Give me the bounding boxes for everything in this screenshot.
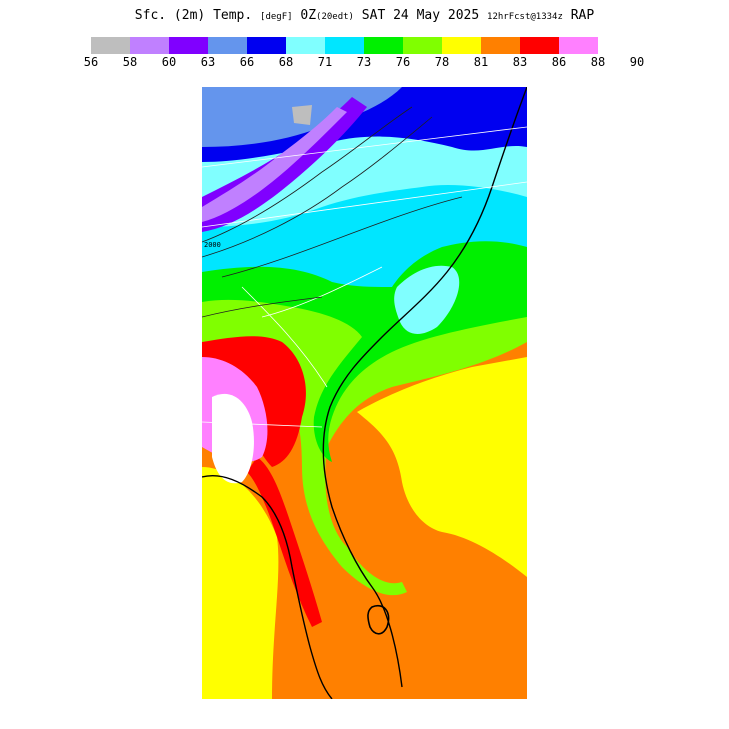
legend-swatch bbox=[208, 37, 247, 54]
field-yellow-atlantic bbox=[357, 357, 527, 577]
temperature-map: 2000 bbox=[202, 87, 527, 699]
contour-lines bbox=[202, 106, 463, 318]
legend-tick-label: 78 bbox=[434, 55, 450, 69]
coastline-gulf bbox=[202, 475, 333, 699]
lake-okeechobee bbox=[367, 605, 390, 635]
coastline bbox=[322, 87, 527, 688]
legend-tick-label: 60 bbox=[161, 55, 177, 69]
title-forecast: 12hrFcst@1334z bbox=[487, 12, 563, 22]
map-title: Sfc. (2m) Temp. [degF] 0Z(20edt) SAT 24 … bbox=[0, 8, 729, 23]
legend-tick-label: 88 bbox=[590, 55, 606, 69]
legend-tick-label: 56 bbox=[83, 55, 99, 69]
legend-tick-label: 83 bbox=[512, 55, 528, 69]
legend-swatch bbox=[481, 37, 520, 54]
legend-swatch bbox=[130, 37, 169, 54]
legend-swatch bbox=[559, 37, 598, 54]
legend-swatch bbox=[169, 37, 208, 54]
legend-labels: 56 58 60 63 66 68 71 73 76 78 81 83 86 88 90 bbox=[0, 55, 729, 69]
legend-tick-label: 81 bbox=[473, 55, 489, 69]
field-yellow-west bbox=[202, 467, 279, 699]
legend-swatch bbox=[442, 37, 481, 54]
legend-tick-label: 71 bbox=[317, 55, 333, 69]
legend-tick-label: 86 bbox=[551, 55, 567, 69]
legend-tick-label: 58 bbox=[122, 55, 138, 69]
legend-swatch bbox=[286, 37, 325, 54]
field-white bbox=[212, 393, 254, 484]
legend-tick-label: 68 bbox=[278, 55, 294, 69]
legend-swatch bbox=[325, 37, 364, 54]
legend-swatch bbox=[91, 37, 130, 54]
legend-swatch bbox=[364, 37, 403, 54]
color-legend bbox=[91, 37, 598, 54]
field-red-coast bbox=[247, 457, 322, 627]
legend-tick-label: 73 bbox=[356, 55, 372, 69]
field-lavender bbox=[202, 107, 347, 222]
legend-tick-label: 76 bbox=[395, 55, 411, 69]
legend-swatch bbox=[403, 37, 442, 54]
field-gray bbox=[292, 105, 312, 125]
field-cyan-inland bbox=[394, 265, 460, 334]
title-date: SAT 24 May 2025 bbox=[361, 8, 480, 23]
contour-label: 2000 bbox=[204, 241, 221, 249]
title-time-local: (20edt) bbox=[316, 12, 354, 22]
legend-tick-label: 90 bbox=[629, 55, 645, 69]
state-borders bbox=[202, 126, 527, 428]
legend-tick-label: 66 bbox=[239, 55, 255, 69]
title-time: 0Z bbox=[300, 8, 317, 23]
title-main: Sfc. (2m) Temp. bbox=[134, 8, 253, 23]
title-units: [degF] bbox=[260, 12, 293, 22]
legend-tick-label: 63 bbox=[200, 55, 216, 69]
legend-swatch bbox=[247, 37, 286, 54]
legend-swatch bbox=[520, 37, 559, 54]
title-model: RAP bbox=[570, 8, 595, 23]
